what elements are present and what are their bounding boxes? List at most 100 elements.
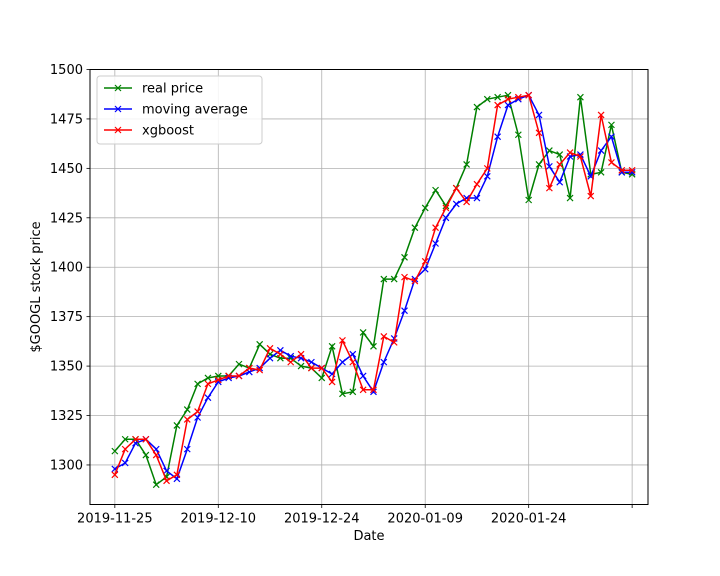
data-point bbox=[452, 184, 460, 192]
y-tick-label: 1400 bbox=[50, 261, 83, 276]
data-point bbox=[235, 360, 243, 368]
data-point bbox=[525, 91, 533, 99]
data-point bbox=[142, 435, 150, 443]
y-tick-label: 1450 bbox=[50, 162, 83, 177]
data-point bbox=[514, 131, 522, 139]
data-point bbox=[204, 394, 212, 402]
data-point bbox=[442, 214, 450, 222]
data-point bbox=[390, 275, 398, 283]
data-point bbox=[421, 204, 429, 212]
data-point bbox=[297, 362, 305, 370]
data-point bbox=[380, 275, 388, 283]
data-point bbox=[494, 101, 502, 109]
data-point bbox=[556, 178, 564, 186]
data-point bbox=[339, 390, 346, 398]
data-point bbox=[483, 164, 491, 172]
legend: real price moving average xgboost bbox=[96, 75, 263, 145]
data-point bbox=[214, 376, 222, 384]
data-point bbox=[432, 186, 439, 194]
data-point bbox=[494, 93, 502, 101]
data-point bbox=[225, 372, 233, 380]
data-point bbox=[173, 471, 181, 479]
x-axis: 2019-11-25 2019-12-10 2019-12-24 2020-01-09… bbox=[77, 504, 633, 527]
data-point bbox=[328, 342, 336, 350]
data-point bbox=[545, 184, 553, 192]
data-point bbox=[556, 160, 564, 168]
data-point bbox=[473, 194, 481, 202]
data-point bbox=[514, 93, 522, 101]
series-real-price bbox=[111, 91, 636, 489]
data-point bbox=[297, 350, 305, 358]
data-point bbox=[576, 93, 584, 101]
data-point bbox=[276, 350, 284, 358]
data-point bbox=[483, 95, 491, 103]
data-point bbox=[266, 354, 274, 362]
y-axis: 1300 1325 1350 1375 1400 1425 1450 1475 1500 bbox=[50, 63, 90, 473]
data-point bbox=[463, 160, 471, 168]
y-tick-label: 1425 bbox=[50, 211, 83, 226]
data-point bbox=[183, 416, 191, 423]
data-point bbox=[608, 121, 615, 129]
data-point bbox=[411, 277, 419, 285]
data-point bbox=[287, 358, 295, 366]
data-point bbox=[359, 329, 367, 336]
data-point bbox=[597, 168, 605, 176]
data-point bbox=[380, 333, 388, 340]
data-point bbox=[204, 374, 212, 382]
legend-marker bbox=[114, 105, 122, 113]
y-axis-label: $GOOGL stock price bbox=[29, 221, 44, 352]
data-point bbox=[390, 338, 398, 346]
data-point bbox=[618, 166, 626, 174]
data-point bbox=[587, 192, 595, 200]
data-point bbox=[194, 380, 202, 388]
data-point bbox=[349, 358, 357, 366]
data-point bbox=[576, 153, 584, 160]
data-point bbox=[432, 240, 439, 247]
series-layer bbox=[111, 91, 636, 489]
data-point bbox=[380, 358, 388, 366]
data-point bbox=[359, 372, 367, 380]
data-point bbox=[473, 180, 481, 188]
data-point bbox=[111, 447, 119, 455]
data-point bbox=[370, 342, 377, 350]
data-point bbox=[121, 435, 129, 443]
data-point bbox=[535, 160, 543, 168]
data-point bbox=[121, 445, 129, 453]
legend-item: xgboost bbox=[104, 124, 194, 139]
data-point bbox=[328, 378, 336, 386]
data-point bbox=[452, 200, 460, 208]
legend-item: real price bbox=[104, 82, 203, 97]
data-point bbox=[421, 257, 429, 265]
x-tick-label: 2019-11-25 bbox=[77, 512, 153, 527]
data-point bbox=[535, 111, 543, 119]
data-point bbox=[597, 111, 605, 119]
data-point bbox=[566, 149, 574, 156]
data-point bbox=[608, 159, 615, 166]
data-point bbox=[401, 273, 408, 281]
data-point bbox=[121, 459, 129, 467]
x-tick-label: 2020-01-09 bbox=[387, 512, 463, 527]
data-point bbox=[359, 386, 367, 394]
legend-label: moving average bbox=[142, 103, 248, 118]
data-point bbox=[545, 162, 553, 170]
data-point bbox=[494, 133, 502, 141]
data-point bbox=[307, 364, 315, 372]
data-point bbox=[463, 198, 471, 206]
x-tick-label: 2019-12-10 bbox=[181, 512, 257, 527]
data-point bbox=[235, 372, 243, 380]
legend-label: xgboost bbox=[142, 124, 194, 139]
data-point bbox=[504, 95, 512, 103]
data-point bbox=[256, 366, 264, 374]
data-point bbox=[608, 133, 615, 141]
data-point bbox=[339, 358, 346, 366]
data-point bbox=[411, 224, 419, 232]
data-point bbox=[194, 408, 202, 415]
y-tick-label: 1325 bbox=[50, 409, 83, 424]
legend-marker bbox=[114, 84, 122, 92]
data-point bbox=[483, 172, 491, 180]
series-xgboost bbox=[111, 91, 636, 485]
data-point bbox=[318, 374, 326, 382]
x-tick-label: 2019-12-24 bbox=[284, 512, 360, 527]
data-point bbox=[256, 340, 264, 348]
